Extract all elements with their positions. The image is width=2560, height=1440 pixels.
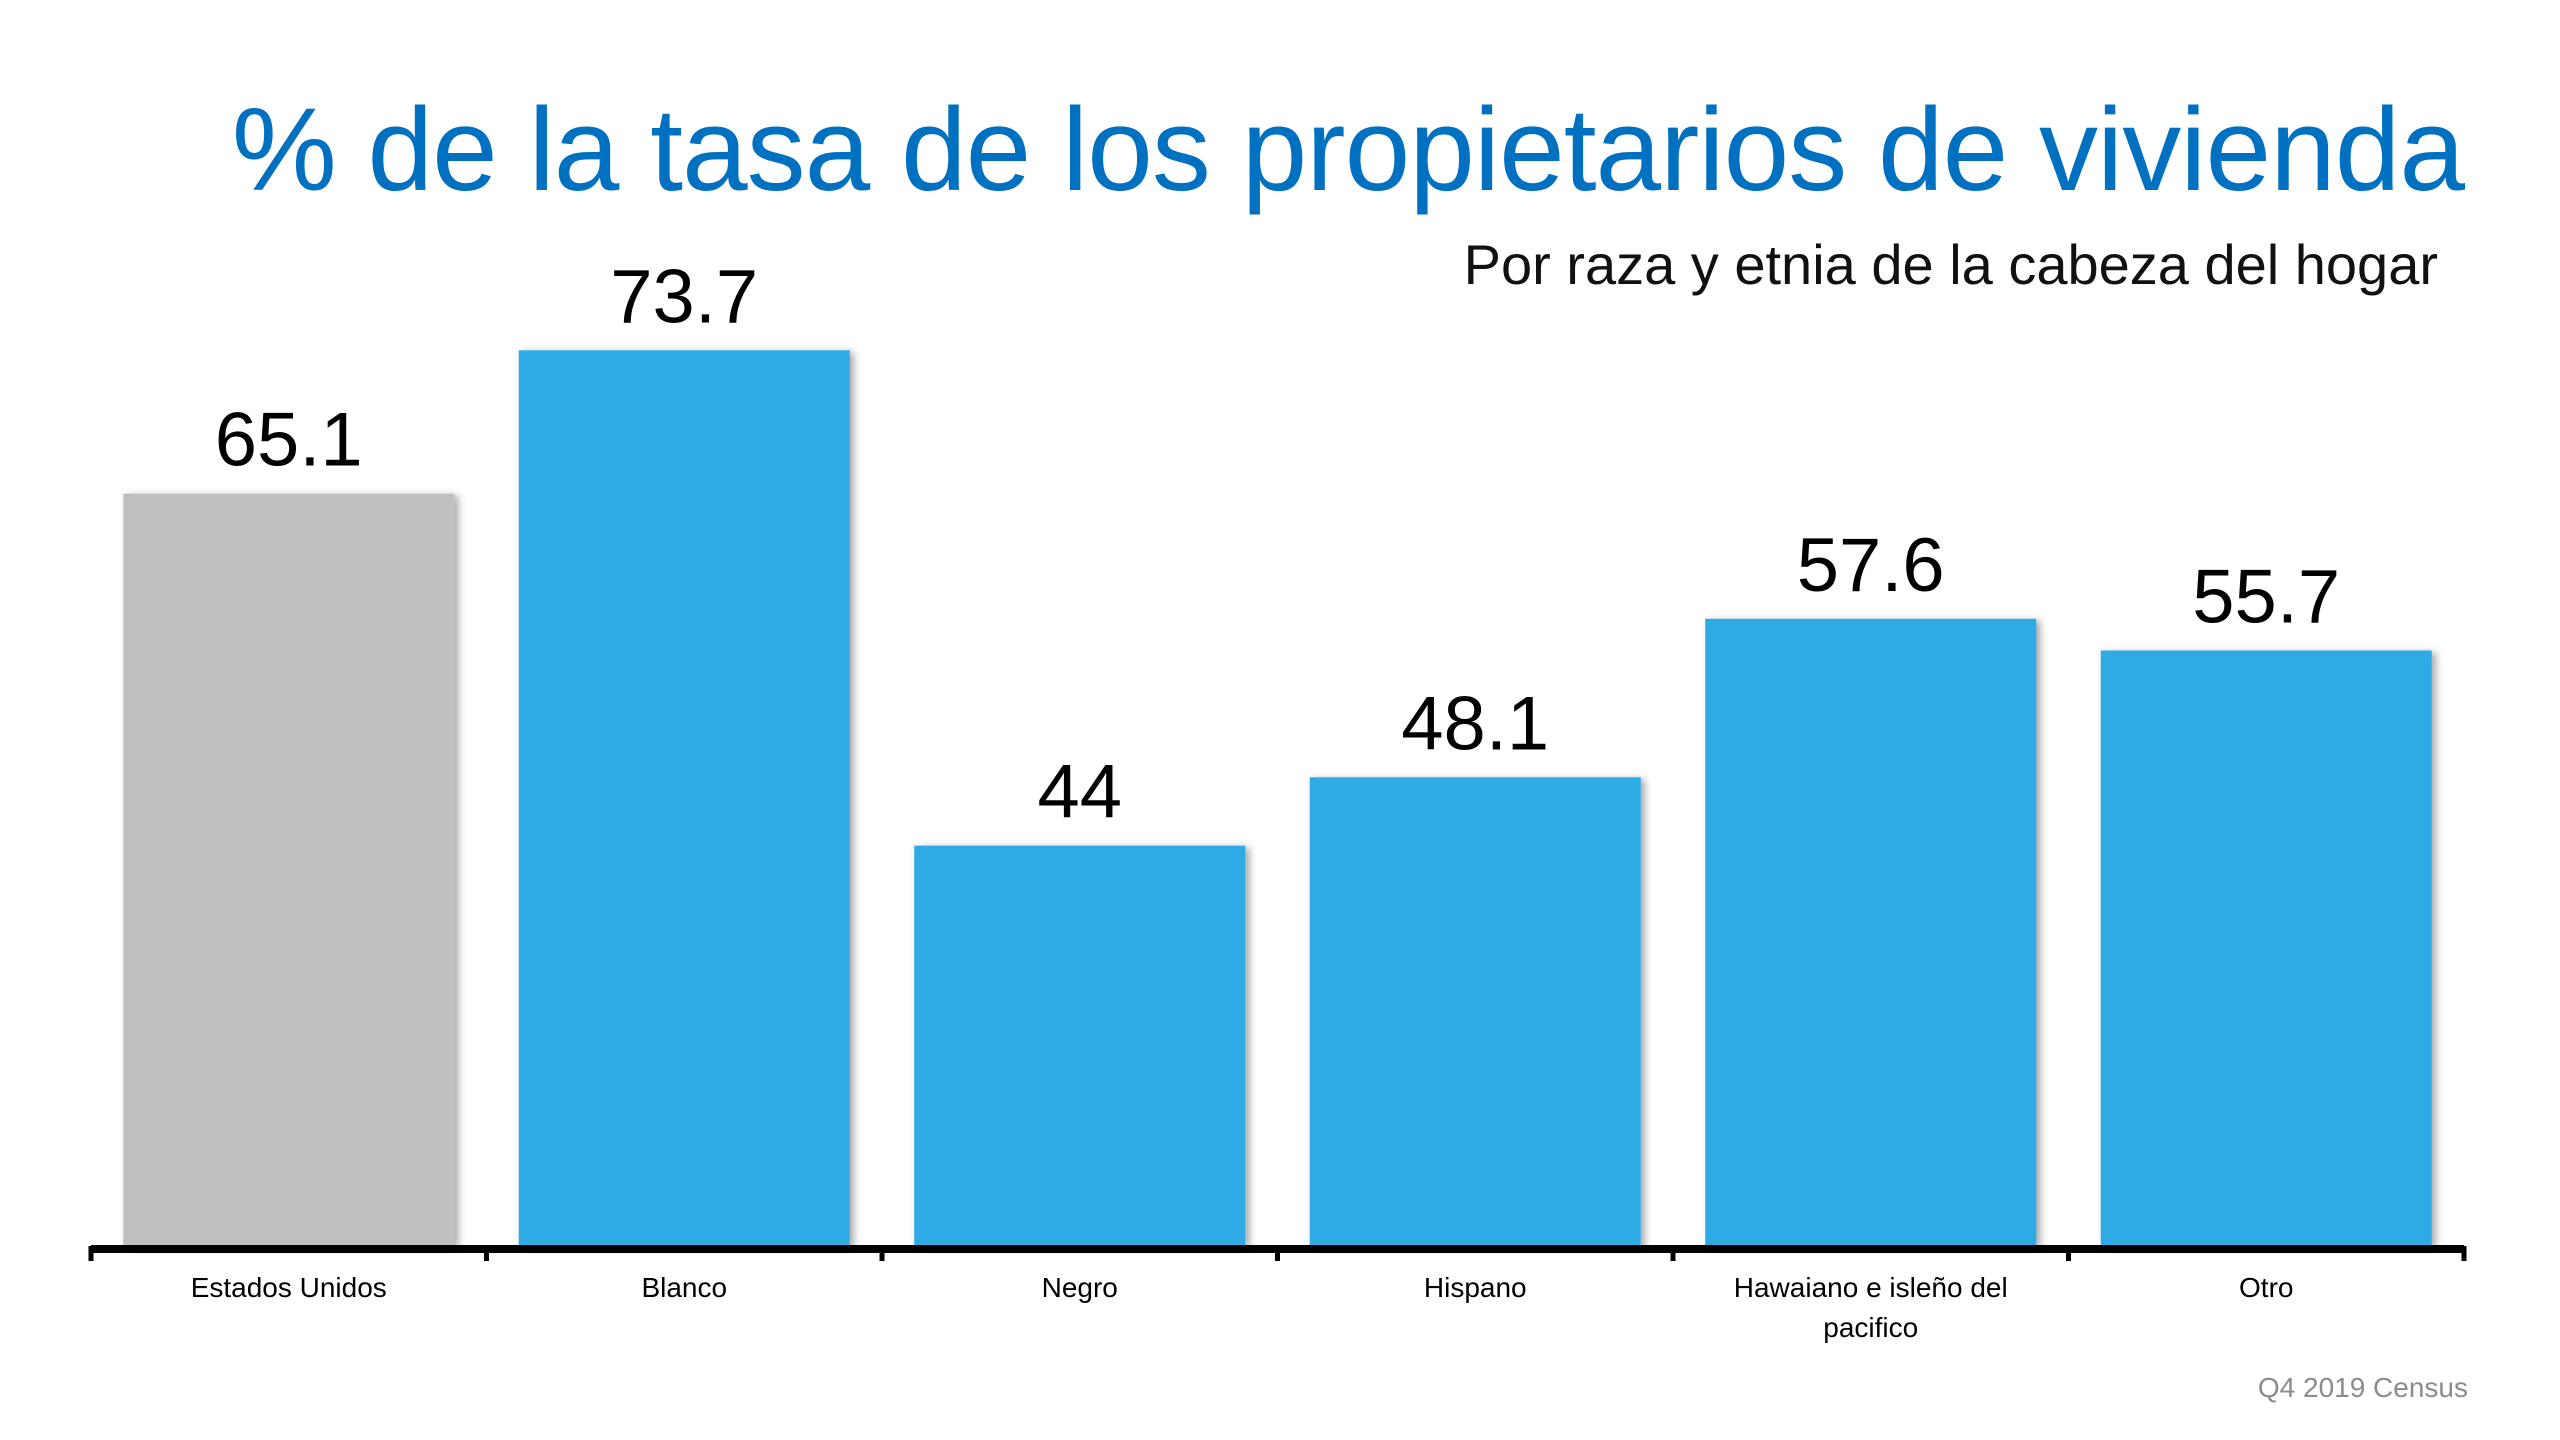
chart-title: % de la tasa de los propietarios de vivi… (231, 84, 2465, 216)
category-label: Estados Unidos (191, 1272, 387, 1303)
chart-subtitle: Por raza y etnia de la cabeza del hogar (1463, 233, 2438, 296)
data-label: 73.7 (610, 254, 758, 339)
bar (2100, 650, 2432, 1246)
category-label: Hawaiano e isleño del (1734, 1272, 2008, 1303)
category-label: Otro (2239, 1272, 2293, 1303)
data-label: 55.7 (2192, 555, 2340, 640)
bar (1309, 777, 1641, 1246)
category-label: Hispano (1424, 1272, 1527, 1303)
bar (518, 350, 850, 1246)
source-note: Q4 2019 Census (2257, 1372, 2468, 1403)
bar (1705, 618, 2037, 1246)
data-label: 48.1 (1401, 681, 1549, 766)
category-label: Negro (1042, 1272, 1118, 1303)
bar (914, 845, 1246, 1246)
category-label: Blanco (641, 1272, 727, 1303)
category-label: pacifico (1823, 1312, 1918, 1343)
data-label: 57.6 (1797, 523, 1945, 608)
data-label: 44 (1037, 750, 1122, 835)
bar (123, 493, 455, 1246)
data-label: 65.1 (215, 398, 363, 483)
